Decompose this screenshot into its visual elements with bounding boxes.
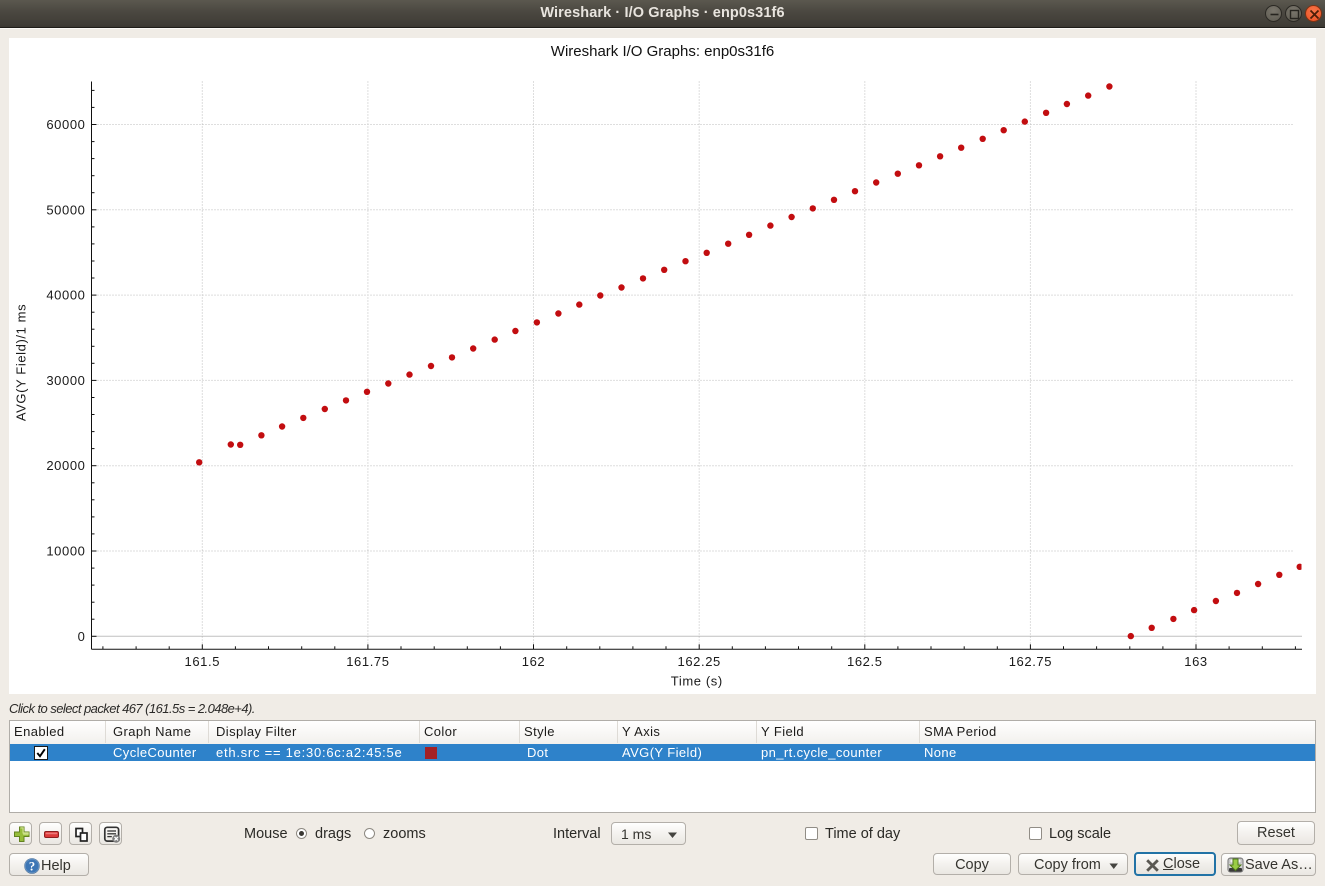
svg-text:60000: 60000 bbox=[46, 117, 85, 132]
svg-text:162.75: 162.75 bbox=[1009, 654, 1052, 669]
svg-text:20000: 20000 bbox=[46, 458, 85, 473]
svg-text:Wireshark I/O Graphs: enp0s31f: Wireshark I/O Graphs: enp0s31f6 bbox=[551, 43, 774, 60]
svg-text:AVG(Y Field)/1 ms: AVG(Y Field)/1 ms bbox=[14, 304, 29, 421]
svg-text:162.25: 162.25 bbox=[678, 654, 721, 669]
svg-text:30000: 30000 bbox=[46, 373, 85, 388]
svg-text:161.5: 161.5 bbox=[185, 654, 221, 669]
svg-text:0: 0 bbox=[78, 629, 86, 644]
svg-text:50000: 50000 bbox=[46, 202, 85, 217]
svg-text:161.75: 161.75 bbox=[346, 654, 389, 669]
svg-text:163: 163 bbox=[1184, 654, 1208, 669]
svg-text:Time (s): Time (s) bbox=[671, 673, 723, 688]
svg-text:10000: 10000 bbox=[46, 544, 85, 559]
svg-text:40000: 40000 bbox=[46, 288, 85, 303]
svg-text:162: 162 bbox=[522, 654, 546, 669]
svg-text:?: ? bbox=[29, 859, 35, 873]
svg-text:162.5: 162.5 bbox=[847, 654, 883, 669]
